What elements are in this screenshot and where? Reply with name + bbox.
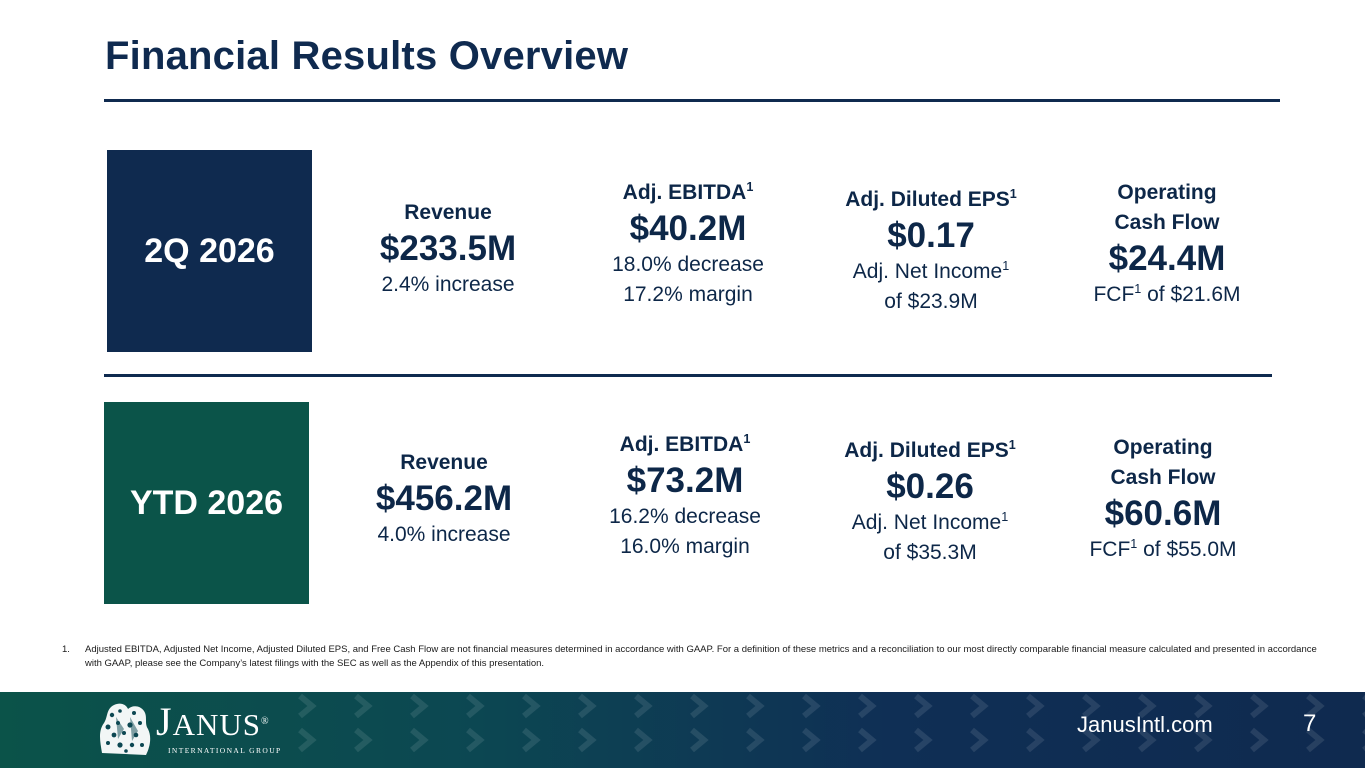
chevron-shape — [690, 693, 709, 719]
metric-sub: FCF1 of $21.6M — [1093, 282, 1241, 306]
chevron-shape — [746, 693, 765, 719]
chevron-shape — [1026, 727, 1045, 753]
metric-sub: 2.4% increase — [381, 273, 515, 296]
chevron-shape — [410, 727, 429, 753]
chevron-shape — [1082, 727, 1101, 753]
metric-sub: Adj. Net Income1 — [852, 259, 1010, 283]
chevron-shape — [858, 693, 877, 719]
logo-initial: J — [156, 699, 173, 744]
chevron-shape — [466, 727, 485, 753]
metric-value: $24.4M — [1108, 239, 1226, 278]
metric-sub: 16.2% decrease — [609, 505, 761, 528]
period-label: 2Q 2026 — [144, 231, 275, 270]
footnote-text: Adjusted EBITDA, Adjusted Net Income, Ad… — [85, 644, 1317, 669]
metric-value: $73.2M — [626, 461, 744, 500]
chevron-shape — [298, 727, 317, 753]
website-link[interactable]: JanusIntl.com — [1077, 712, 1213, 737]
chevron-shape — [746, 727, 765, 753]
page-number: 7 — [1303, 710, 1317, 737]
chevron-shape — [970, 693, 989, 719]
metric-label: Revenue — [400, 451, 488, 474]
ebitda-metric-ytd: Adj. EBITDA1 $73.2M 16.2% decrease 16.0%… — [580, 430, 790, 562]
metric-label: Revenue — [404, 201, 492, 224]
janus-crest-icon — [100, 703, 151, 755]
chevron-pattern — [298, 693, 1365, 753]
chevron-shape — [914, 727, 933, 753]
metric-sub: of $35.3M — [883, 541, 977, 564]
page-title: Financial Results Overview — [105, 34, 629, 78]
chevron-shape — [634, 727, 653, 753]
ebitda-metric-2q: Adj. EBITDA1 $40.2M 18.0% decrease 17.2%… — [583, 178, 793, 310]
logo-trademark: ® — [260, 716, 270, 727]
chevron-shape — [1082, 693, 1101, 719]
chevron-shape — [1138, 693, 1157, 719]
row-divider — [104, 374, 1272, 377]
chevron-shape — [1250, 693, 1269, 719]
chevron-shape — [802, 693, 821, 719]
chevron-shape — [522, 727, 541, 753]
chevron-shape — [1306, 693, 1325, 719]
chevron-shape — [1250, 727, 1269, 753]
chevron-shape — [1194, 693, 1213, 719]
metric-sub: 17.2% margin — [623, 283, 753, 306]
period-label: YTD 2026 — [129, 483, 284, 522]
metric-sub: of $23.9M — [884, 290, 978, 313]
ocf-metric-2q: Operating Cash Flow $24.4M FCF1 of $21.6… — [1057, 178, 1277, 310]
metric-label: Operating — [1113, 436, 1213, 459]
revenue-metric-ytd: Revenue $456.2M 4.0% increase — [344, 448, 544, 550]
chevron-shape — [1306, 727, 1325, 753]
chevron-shape — [354, 693, 373, 719]
chevron-shape — [858, 727, 877, 753]
chevron-shape — [802, 727, 821, 753]
metric-value: $233.5M — [379, 229, 517, 268]
footnote-number: 1. — [62, 644, 70, 655]
period-box-2q-2026: 2Q 2026 — [107, 150, 312, 352]
chevron-shape — [522, 693, 541, 719]
title-divider — [104, 99, 1280, 102]
metric-label: Adj. Diluted EPS1 — [845, 187, 1017, 211]
chevron-shape — [578, 727, 597, 753]
chevron-shape — [354, 727, 373, 753]
eps-metric-2q: Adj. Diluted EPS1 $0.17 Adj. Net Income1… — [816, 185, 1046, 317]
chevron-shape — [466, 693, 485, 719]
metric-sub: Adj. Net Income1 — [851, 510, 1009, 534]
ocf-metric-ytd: Operating Cash Flow $60.6M FCF1 of $55.0… — [1053, 433, 1273, 565]
footnote: 1. Adjusted EBITDA, Adjusted Net Income,… — [62, 643, 1322, 671]
metric-value: $456.2M — [375, 479, 513, 518]
chevron-shape — [970, 727, 989, 753]
eps-metric-ytd: Adj. Diluted EPS1 $0.26 Adj. Net Income1… — [815, 436, 1045, 568]
metric-label: Operating — [1117, 181, 1217, 204]
chevron-shape — [1026, 693, 1045, 719]
metric-label: Adj. EBITDA1 — [619, 432, 751, 456]
chevron-shape — [634, 693, 653, 719]
footer-band: JANUS® INTERNATIONAL GROUP JanusIntl.com… — [0, 692, 1365, 768]
logo-name: ANUS — [172, 707, 261, 742]
metric-label: Cash Flow — [1114, 211, 1220, 234]
metric-value: $40.2M — [629, 209, 747, 248]
janus-logo-wordmark: JANUS® INTERNATIONAL GROUP — [156, 699, 282, 756]
metric-sub: 4.0% increase — [377, 523, 511, 546]
metric-value: $0.17 — [887, 216, 975, 255]
metric-value: $0.26 — [886, 467, 974, 506]
metric-sub: 18.0% decrease — [612, 253, 764, 276]
chevron-shape — [690, 727, 709, 753]
chevron-shape — [298, 693, 317, 719]
chevron-shape — [1138, 727, 1157, 753]
metric-label: Adj. EBITDA1 — [622, 180, 754, 204]
period-box-ytd-2026: YTD 2026 — [104, 402, 309, 604]
chevron-shape — [578, 693, 597, 719]
revenue-metric-2q: Revenue $233.5M 2.4% increase — [348, 198, 548, 300]
logo-tagline: INTERNATIONAL GROUP — [168, 746, 282, 755]
metric-sub: FCF1 of $55.0M — [1089, 537, 1237, 561]
metric-value: $60.6M — [1104, 494, 1222, 533]
metric-label: Cash Flow — [1110, 466, 1216, 489]
metric-label: Adj. Diluted EPS1 — [844, 438, 1016, 462]
chevron-shape — [914, 693, 933, 719]
chevron-shape — [410, 693, 429, 719]
chevron-shape — [1194, 727, 1213, 753]
metric-sub: 16.0% margin — [620, 535, 750, 558]
